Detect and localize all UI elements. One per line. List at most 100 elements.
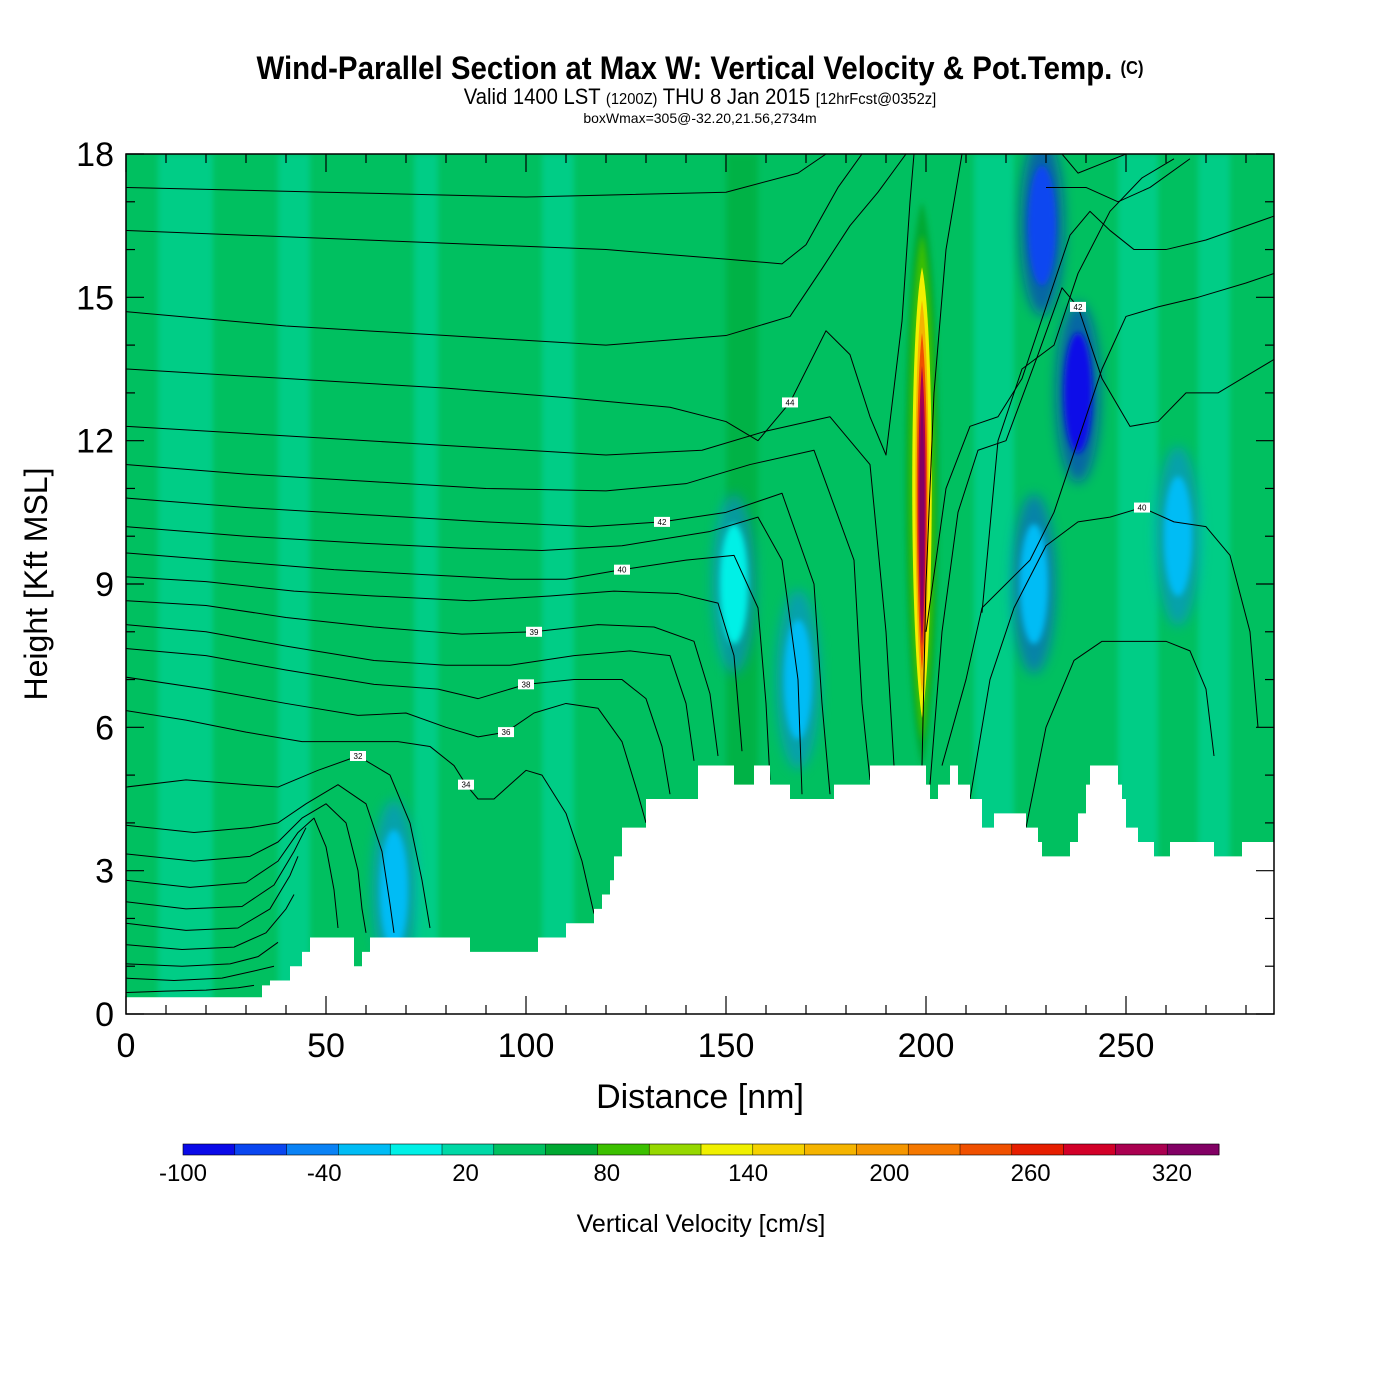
terrain-mask	[126, 765, 1274, 1014]
colorbar: -100 -40 20 80 140 200 260 320 Vertical Velocity…	[159, 1143, 1220, 1238]
colorbar-swatch	[545, 1144, 598, 1155]
colorbar-swatch	[701, 1144, 754, 1155]
isentrope-label-box	[1134, 502, 1150, 513]
isentrope-line	[126, 576, 743, 752]
colorbar-tick-label: -40	[307, 1160, 342, 1187]
chart-subtitle: Valid 1400 LST (1200Z) THU 8 Jan 2015 [1…	[56, 86, 1344, 111]
isentrope-label-box	[518, 679, 534, 690]
y-tick-label: 9	[95, 566, 114, 604]
isentrope-line	[921, 154, 963, 766]
isentrope-label-box	[654, 516, 670, 527]
copyright-mark: (C)	[1120, 58, 1144, 78]
isentrope-line	[1061, 154, 1127, 174]
isentrope-label: 34	[462, 781, 471, 790]
y-tick-label: 0	[95, 996, 114, 1034]
isentrope-label-box	[458, 779, 474, 790]
isentrope-label-box	[782, 397, 798, 408]
isentrope-label: 44	[786, 398, 795, 407]
valid-time: Valid 1400 LST	[463, 84, 601, 109]
downdraft-core	[720, 524, 748, 644]
box-wmax-info: boxWmax=305@-32.20,21.56,2734m	[583, 110, 817, 126]
field-band	[478, 154, 526, 1014]
isentrope-line	[126, 894, 295, 950]
colorbar-swatch	[1167, 1144, 1220, 1155]
isentrope-line	[1025, 640, 1215, 828]
isentrope-label: 42	[1074, 303, 1083, 312]
isentrope-label-box	[498, 727, 514, 738]
colorbar-tick-label: 200	[869, 1160, 909, 1187]
downdraft-core	[1028, 165, 1056, 286]
y-tick-label: 3	[95, 853, 114, 891]
isentrope-line	[925, 210, 1274, 632]
x-tick-label: 100	[498, 1027, 555, 1065]
isentrope-label: 32	[354, 752, 363, 761]
isentrope-line	[126, 856, 299, 931]
isentrope-line	[126, 624, 695, 761]
colorbar-tick-label: 20	[452, 1160, 479, 1187]
colorbar-tick-label: -100	[159, 1160, 207, 1187]
colorbar-swatch	[286, 1144, 339, 1155]
y-tick-label: 6	[95, 709, 114, 747]
isentrope-label: 40	[1138, 504, 1147, 513]
isentrope-line	[126, 516, 803, 795]
isentrope-label: 42	[658, 518, 667, 527]
updraft-level	[919, 398, 925, 624]
isentrope-line	[969, 507, 1259, 800]
title-block: Wind-Parallel Section at Max W: Vertical…	[0, 50, 1400, 125]
isentrope-line	[126, 941, 279, 967]
isentrope-label: 39	[530, 628, 539, 637]
colorbar-swatch	[1063, 1144, 1116, 1155]
colorbar-swatch	[1011, 1144, 1065, 1155]
isentrope-line	[126, 965, 275, 982]
colorbar-swatch	[234, 1144, 288, 1155]
isentrope-line	[126, 416, 895, 766]
isentrope-line	[126, 676, 647, 824]
isentrope-line	[126, 552, 771, 780]
colorbar-tick-label: 80	[593, 1160, 620, 1187]
colorbar-swatch	[338, 1144, 391, 1155]
colorbar-swatch	[390, 1144, 443, 1155]
isentrope-line	[126, 827, 307, 910]
colorbar-swatch	[856, 1144, 909, 1155]
chart-title: Wind-Parallel Section at Max W: Vertical…	[56, 50, 1344, 86]
y-tick-label: 15	[76, 279, 114, 317]
downdraft-core	[1164, 476, 1192, 597]
isentrope-line	[126, 984, 255, 993]
colorbar-swatch	[649, 1144, 702, 1155]
forecast-info: [12hrFcst@0352z]	[815, 91, 937, 108]
downdraft-core	[1064, 332, 1092, 453]
field-band	[542, 154, 574, 1014]
isentrope-line	[126, 154, 863, 265]
valid-date: THU 8 Jan 2015	[662, 84, 811, 109]
terrain	[126, 765, 1274, 1014]
colorbar-swatch	[804, 1144, 857, 1155]
y-tick-label: 18	[76, 136, 114, 174]
x-axis-label: Distance [nm]	[596, 1078, 804, 1116]
colorbar-swatch	[1115, 1144, 1168, 1155]
x-tick-label: 0	[117, 1027, 136, 1065]
isentrope-label: 38	[522, 680, 531, 689]
isentrope-line	[126, 755, 431, 929]
isentrope-line	[981, 158, 1175, 613]
isentrope-label: 40	[618, 566, 627, 575]
x-tick-label: 200	[898, 1027, 955, 1065]
x-tick-label: 50	[307, 1027, 345, 1065]
colorbar-tick-label: 320	[1152, 1160, 1192, 1187]
field-band	[414, 154, 438, 1014]
colorbar-swatch	[960, 1144, 1013, 1155]
colorbar-tick-label: 260	[1011, 1160, 1051, 1187]
isentrope-label-box	[614, 564, 630, 575]
x-tick-label: 250	[1098, 1027, 1155, 1065]
colorbar-swatch	[752, 1144, 806, 1155]
colorbar-swatch	[908, 1144, 961, 1155]
isentrope-line	[126, 449, 871, 780]
downdraft-core	[380, 829, 408, 950]
zulu-time: (1200Z)	[605, 91, 658, 108]
colorbar-swatch	[442, 1144, 495, 1155]
isentrope-line	[126, 648, 671, 795]
chart-title-text: Wind-Parallel Section at Max W: Vertical…	[256, 50, 1113, 86]
isentrope-line	[126, 803, 367, 933]
field-band	[278, 154, 310, 1014]
